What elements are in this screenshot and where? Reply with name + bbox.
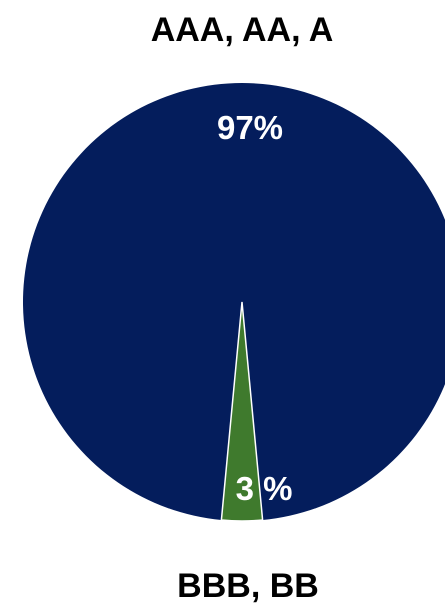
data-label-slice-0: 97% — [217, 109, 283, 146]
pie-slice-0 — [23, 83, 445, 521]
category-label-bottom: BBB, BB — [177, 567, 319, 605]
category-label-top: AAA, AA, A — [151, 11, 334, 49]
pie-slice-1 — [220, 301, 264, 522]
pie-slices — [23, 83, 445, 522]
data-label-slice-1: 3 % — [236, 470, 293, 507]
